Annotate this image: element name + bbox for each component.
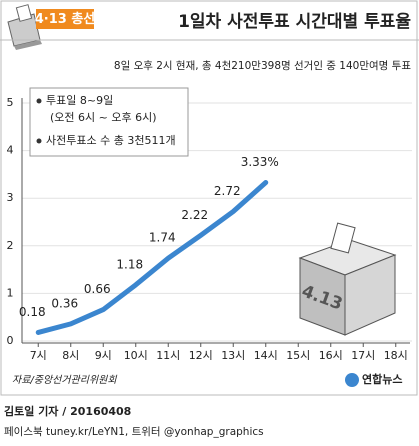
x-tick-label: 13시 (221, 349, 245, 362)
x-tick-label: 18시 (384, 349, 408, 362)
y-tick-label: 4 (7, 144, 14, 157)
value-label: 1.18 (116, 257, 143, 271)
logo-icon (345, 373, 359, 387)
ballot-box (298, 222, 397, 336)
annotation-box (29, 87, 189, 157)
chart-title: 1일차 사전투표 시간대별 투표율 (178, 12, 411, 32)
value-label: 2.22 (181, 208, 208, 222)
value-label: 0.36 (51, 296, 78, 310)
x-tick-label: 8시 (62, 349, 79, 362)
y-tick-label: 3 (7, 191, 14, 204)
value-label: 2.72 (214, 184, 241, 198)
y-tick-label: 2 (7, 239, 14, 252)
x-tick-label: 9시 (95, 349, 112, 362)
bullet (36, 138, 42, 144)
x-tick-label: 11시 (156, 349, 180, 362)
value-label: 3.33% (241, 155, 279, 169)
x-tick-label: 7시 (30, 349, 47, 362)
annotation: 사전투표소 수 총 3천511개 (46, 133, 176, 147)
y-tick-label: 5 (7, 96, 14, 109)
social: 페이스북 tuney.kr/LeYN1, 트위터 @yonhap_graphic… (4, 425, 264, 438)
annotation: (오전 6시 ~ 오후 6시) (50, 111, 157, 124)
value-label: 1.74 (149, 231, 176, 245)
line (35, 179, 269, 335)
x-tick-label: 12시 (189, 349, 213, 362)
x-tick-label: 10시 (124, 349, 148, 362)
y-tick-label: 0 (7, 334, 14, 347)
y-tick-label: 1 (7, 286, 14, 299)
header-icon (7, 4, 42, 50)
source: 자료/중앙선거관리위원회 (12, 374, 117, 386)
value-label: 0.66 (84, 282, 111, 296)
annotation: 투표일 8~9일 (46, 93, 113, 107)
x-tick-label: 17시 (351, 349, 375, 362)
badge (36, 9, 94, 29)
subtitle: 8일 오후 2시 현재, 총 4천210만398명 선거인 중 140만여명 투… (114, 59, 411, 72)
x-tick-label: 16시 (319, 349, 343, 362)
bullet (36, 98, 42, 104)
x-tick-label: 15시 (286, 349, 310, 362)
value-label: 0.18 (19, 305, 46, 319)
credit: 김토일 기자 / 20160408 (4, 404, 131, 418)
badge-text: 4·13 총선 (35, 11, 96, 27)
x-tick-label: 14시 (254, 349, 278, 362)
logo: 연합뉴스 (362, 372, 402, 386)
